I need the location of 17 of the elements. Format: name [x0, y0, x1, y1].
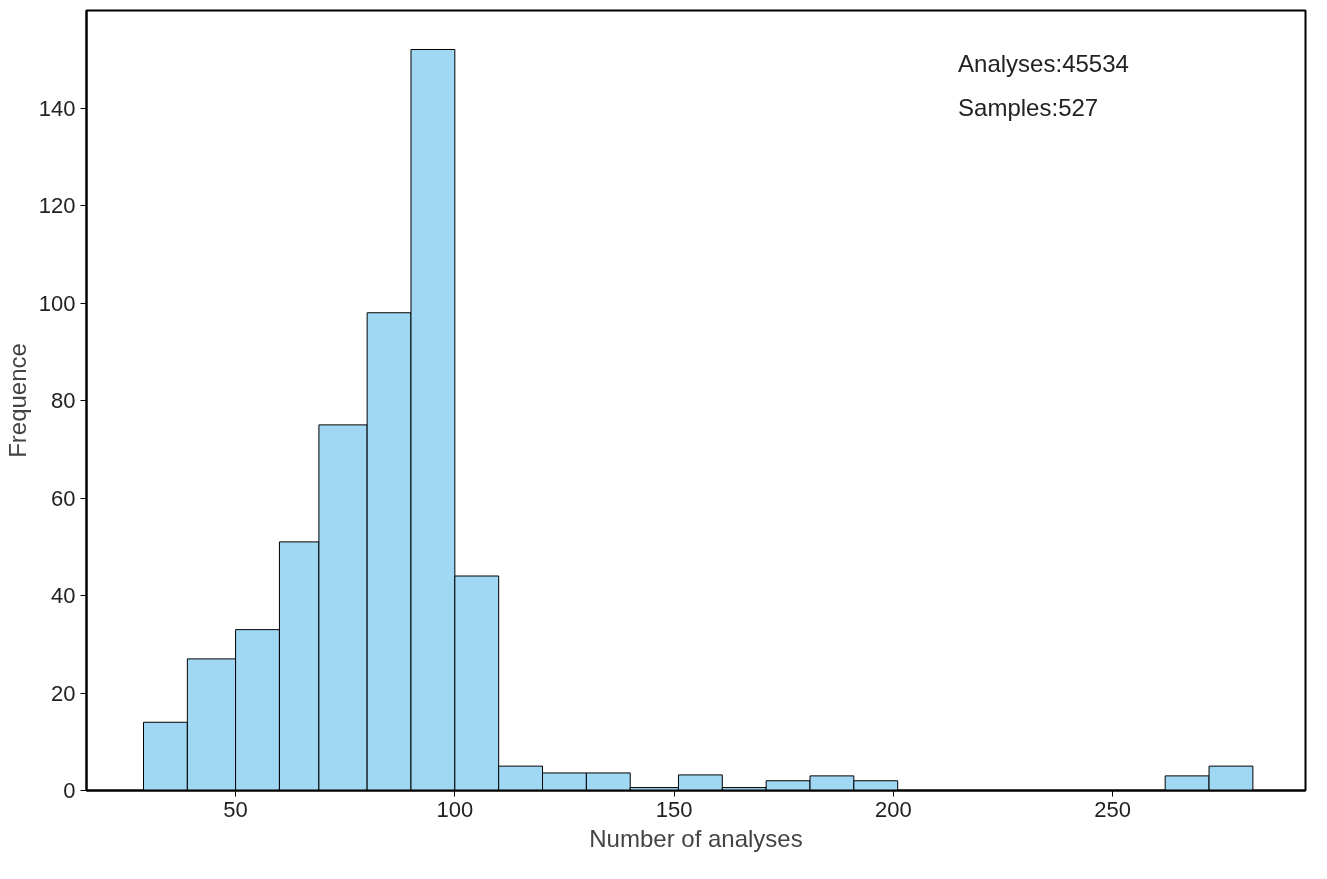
y-tick-label: 0	[63, 778, 76, 803]
x-tick-label: 150	[655, 796, 693, 822]
x-tick-label: 200	[874, 796, 912, 822]
x-tick-label: 250	[1094, 796, 1131, 822]
y-tick-label: 80	[51, 388, 76, 413]
annotation: Samples:527	[958, 94, 1099, 122]
y-axis-title: Frequence	[3, 343, 31, 458]
y-tick-label: 120	[38, 193, 76, 218]
annotation: Analyses:45534	[958, 49, 1129, 77]
y-tick-label: 20	[51, 680, 76, 706]
y-tick-label: 140	[38, 95, 76, 121]
x-axis-title: Number of analyses	[589, 824, 803, 852]
y-tick-label: 40	[51, 583, 76, 608]
y-tick-label: 60	[51, 485, 76, 511]
x-tick-label: 50	[223, 796, 248, 822]
y-tick-label: 100	[38, 290, 76, 316]
x-tick-label: 100	[436, 796, 474, 822]
